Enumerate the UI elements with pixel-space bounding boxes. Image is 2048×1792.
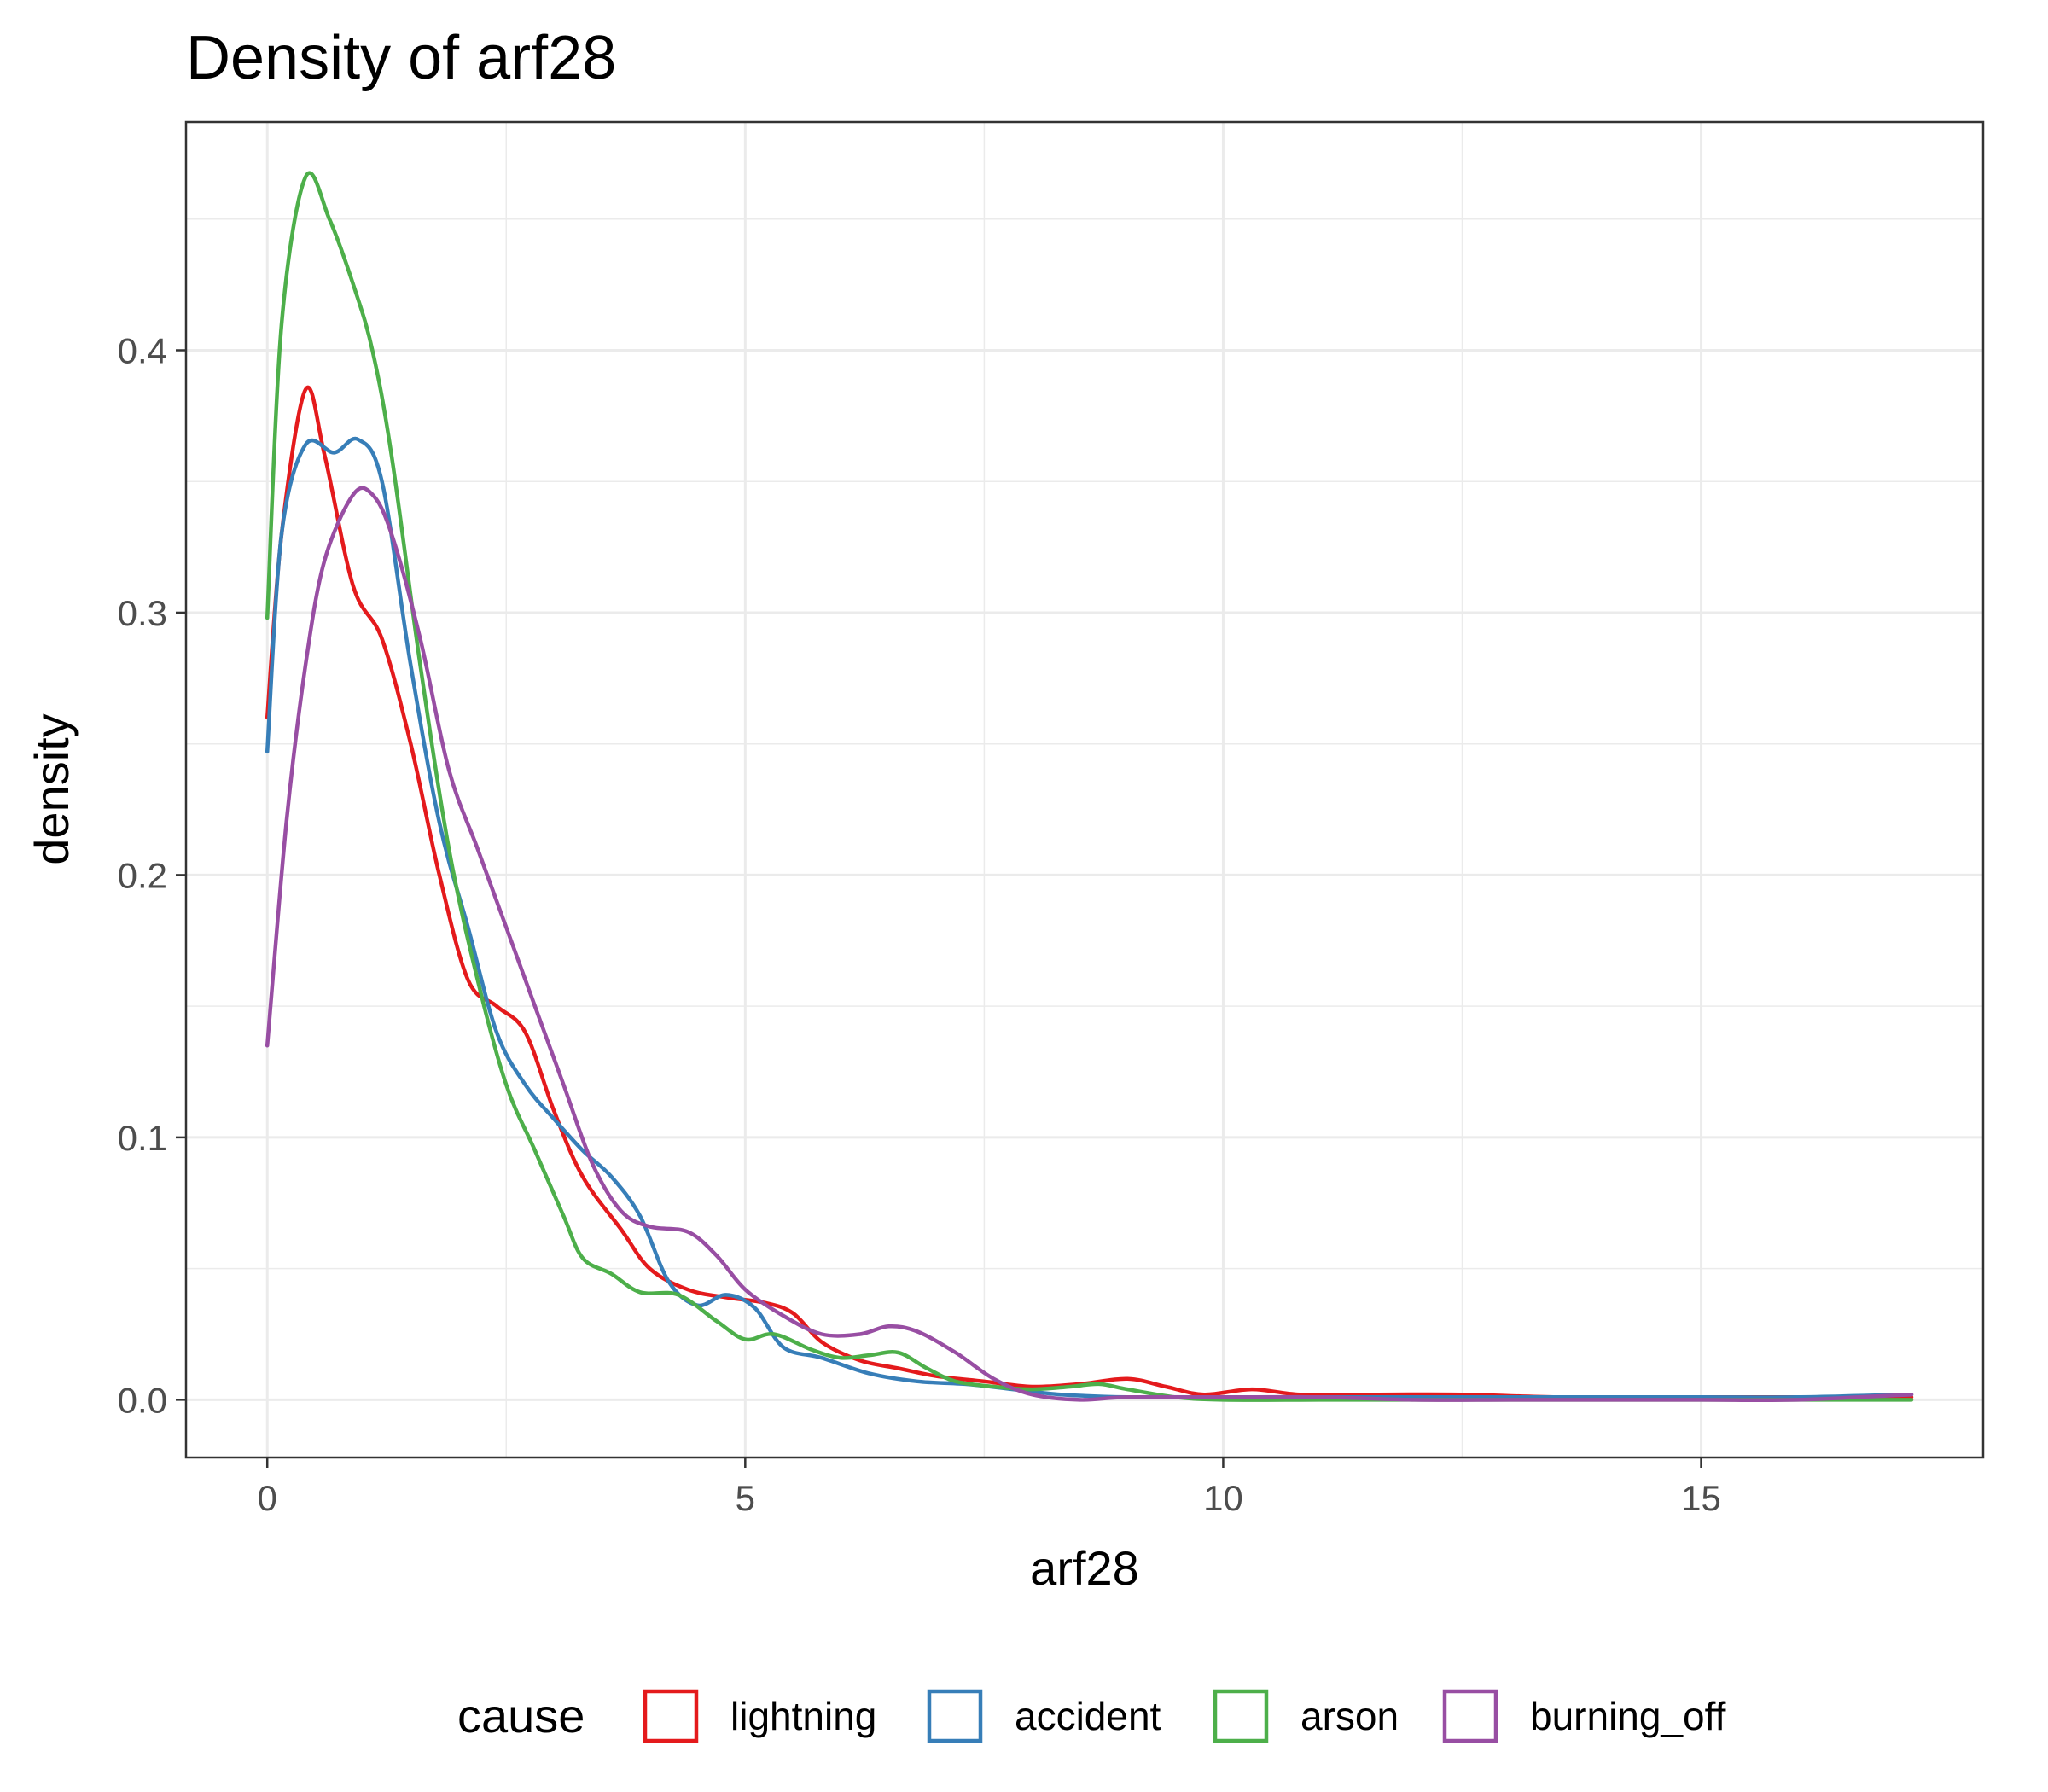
y-axis: 0.0 0.1 0.2 0.3 0.4 xyxy=(118,330,186,1420)
y-tick-label: 0.3 xyxy=(118,593,167,633)
y-axis-title: density xyxy=(25,713,79,864)
series-line-accident xyxy=(265,436,1914,1399)
x-axis-title: arf28 xyxy=(1030,1541,1139,1595)
y-tick-label: 0.4 xyxy=(118,330,167,370)
legend-key-accident xyxy=(927,1689,983,1743)
series-line-arson xyxy=(265,171,1914,1402)
legend-key-burning_off xyxy=(1442,1689,1498,1743)
x-tick-label: 0 xyxy=(258,1478,277,1518)
x-tick-label: 10 xyxy=(1203,1478,1243,1518)
y-tick-label: 0.0 xyxy=(118,1380,167,1420)
panel-border xyxy=(184,120,1985,1459)
legend-title: cause xyxy=(457,1689,585,1743)
grid-minor xyxy=(186,122,1983,1457)
y-tick-label: 0.1 xyxy=(118,1118,167,1158)
x-tick-label: 5 xyxy=(736,1478,755,1518)
series-layer xyxy=(265,171,1914,1403)
x-tick-label: 15 xyxy=(1681,1478,1721,1518)
legend-label-burning_off: burning_off xyxy=(1530,1694,1726,1738)
legend-label-accident: accident xyxy=(1015,1694,1161,1738)
series-line-burning_off xyxy=(265,486,1914,1403)
legend-label-lightning: lightning xyxy=(730,1694,876,1738)
legend: cause lightning accident arson burning_off xyxy=(457,1689,1726,1743)
legend-key-lightning xyxy=(643,1689,699,1743)
y-tick-label: 0.2 xyxy=(118,855,167,895)
chart-title: Density of arf28 xyxy=(186,24,616,92)
panel-background xyxy=(186,122,1983,1457)
legend-label-arson: arson xyxy=(1300,1694,1399,1738)
grid-major xyxy=(186,122,1983,1457)
legend-key-arson xyxy=(1213,1689,1269,1743)
x-axis: 0 5 10 15 xyxy=(258,1457,1721,1518)
